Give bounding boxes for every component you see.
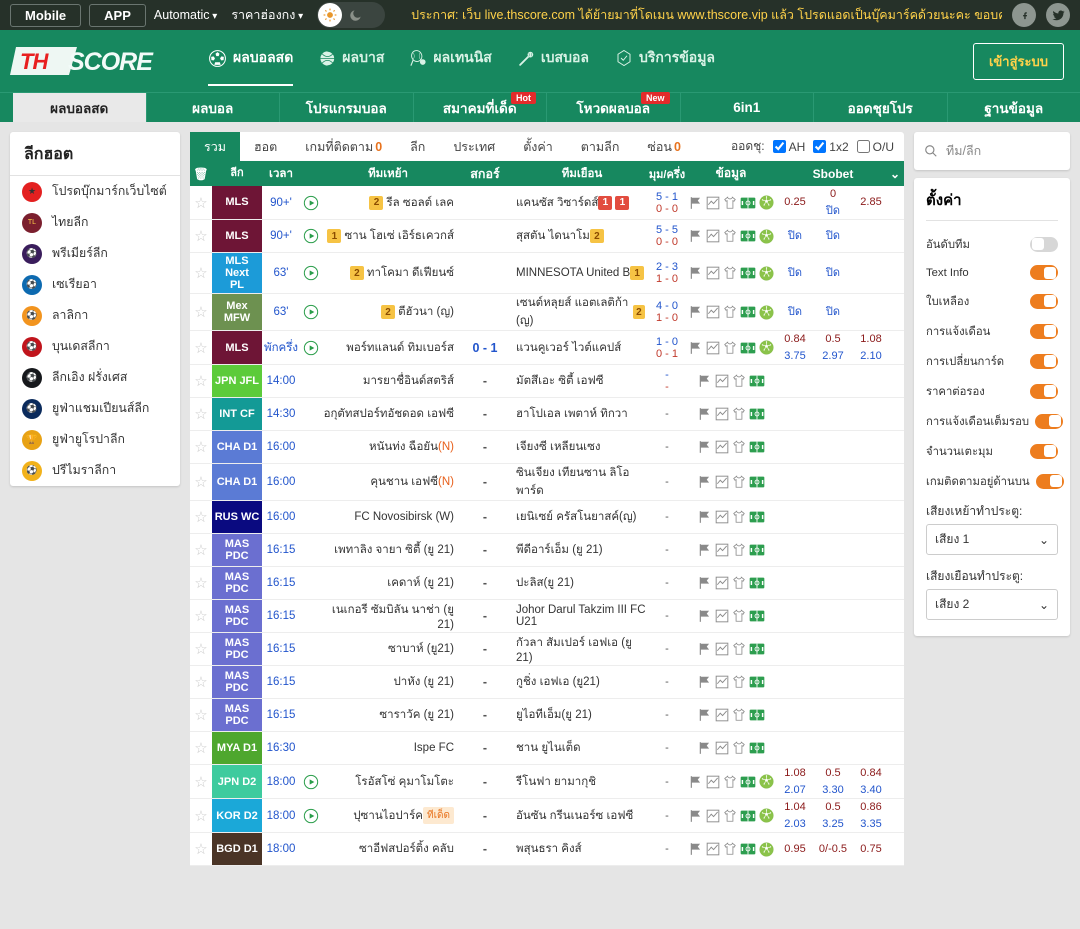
svg-text:TH: TH [20, 49, 49, 74]
svg-text:SCORE: SCORE [68, 48, 154, 76]
